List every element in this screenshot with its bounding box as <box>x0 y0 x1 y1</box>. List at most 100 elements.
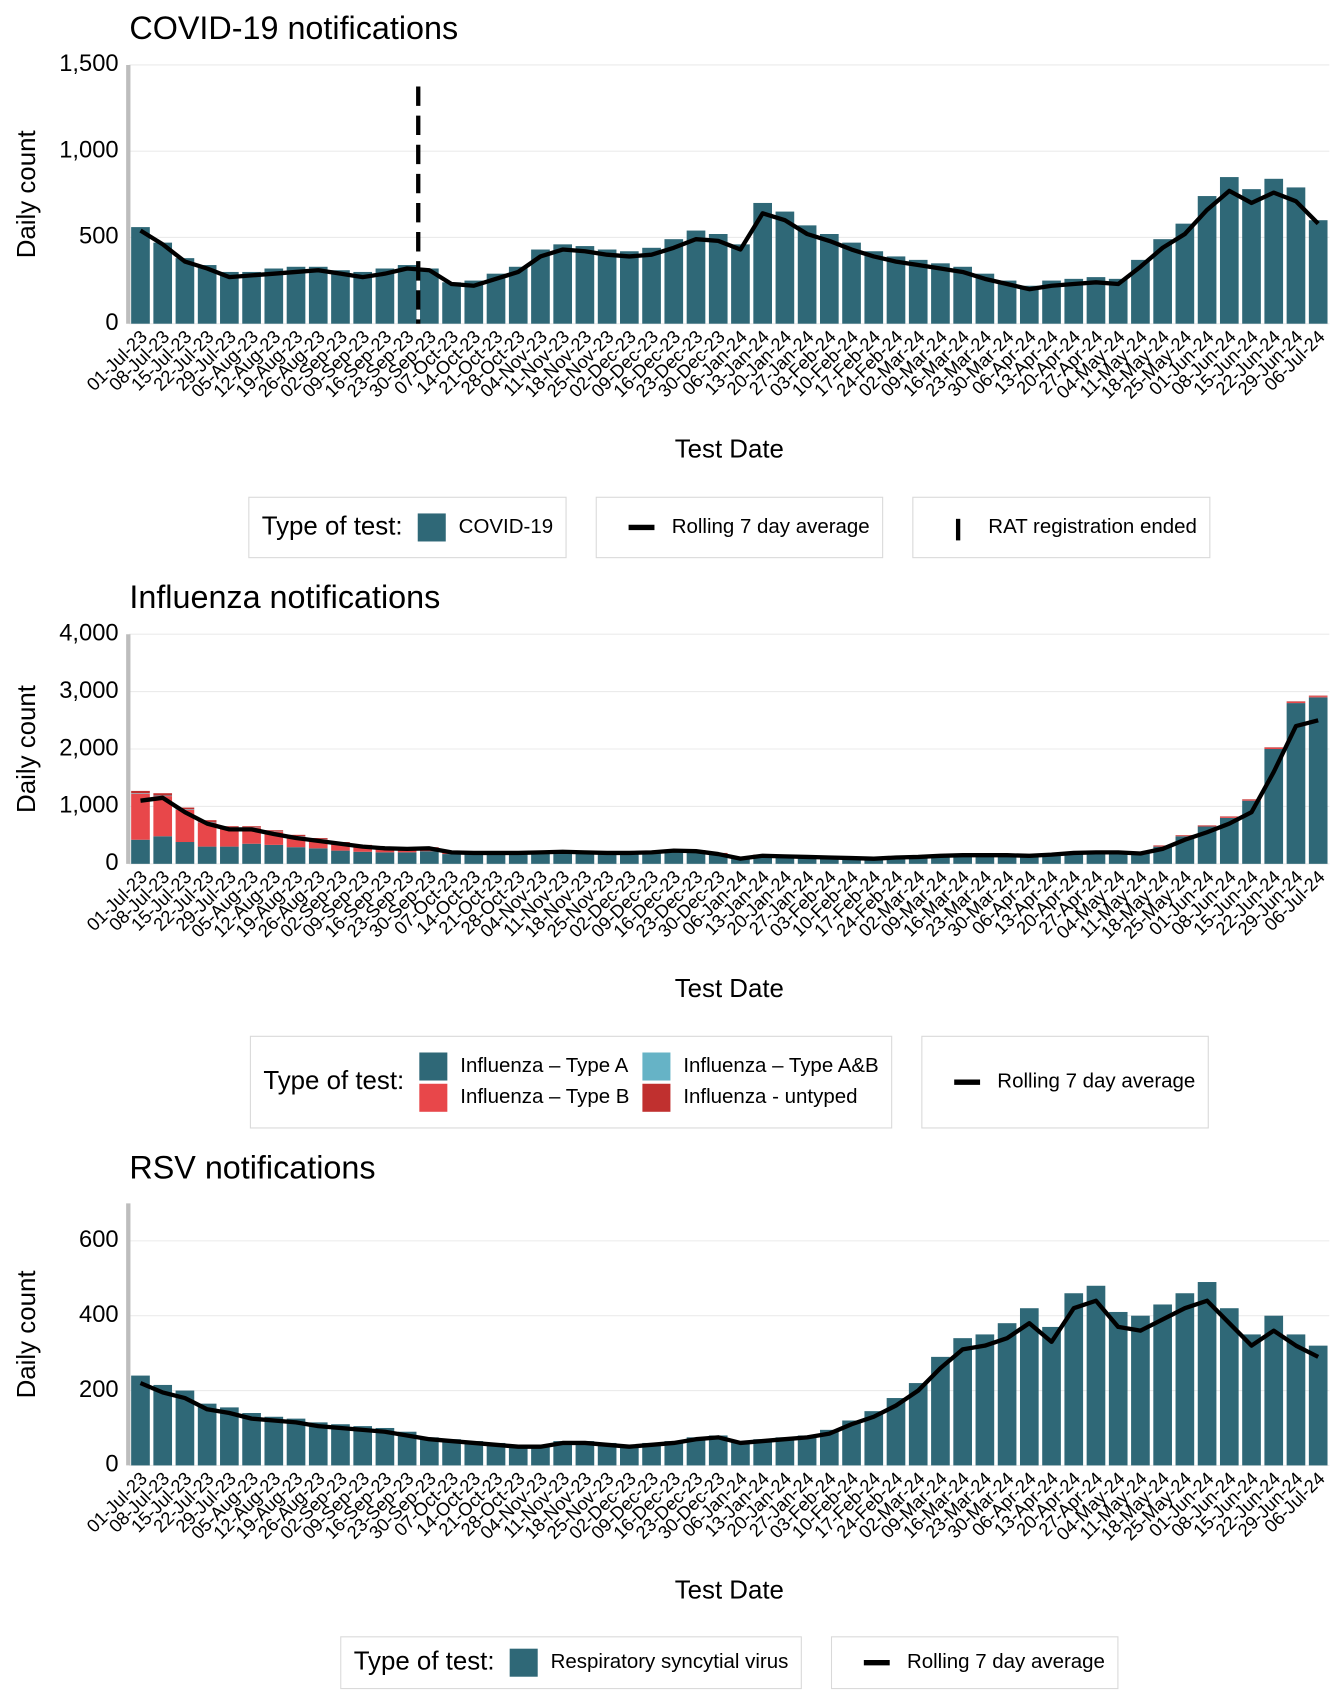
legend-label: COVID-19 <box>459 515 553 538</box>
bar <box>642 1442 661 1466</box>
bar <box>1131 1315 1150 1466</box>
bar <box>842 858 861 864</box>
y-tick-label: 4,000 <box>59 620 118 646</box>
bar <box>642 852 661 864</box>
bar <box>220 827 239 847</box>
y-tick-label: 400 <box>79 1302 119 1328</box>
line <box>139 188 1320 292</box>
bar <box>797 1435 817 1466</box>
bar <box>664 851 684 864</box>
bar <box>442 854 461 864</box>
bar <box>1175 835 1195 836</box>
bar <box>1108 278 1128 324</box>
bar <box>1197 825 1217 827</box>
y-tick-label: 500 <box>79 224 119 250</box>
bar <box>664 239 684 324</box>
legend-swatch <box>642 1052 671 1081</box>
bar <box>1019 855 1039 864</box>
legend-label: Rolling 7 day average <box>907 1650 1105 1673</box>
legend-frame <box>912 496 1211 559</box>
legend: Type of test: Respiratory syncytial virus… <box>340 1636 1119 1690</box>
bar <box>620 853 639 864</box>
bar <box>153 796 173 837</box>
chart-title: Influenza notifications <box>129 579 440 615</box>
bar <box>731 858 750 864</box>
bar <box>175 809 195 810</box>
legend-label: Influenza – Type A <box>460 1054 628 1077</box>
bar <box>264 844 284 864</box>
bar <box>375 1427 395 1466</box>
bar <box>1308 220 1328 324</box>
legend-swatch <box>509 1648 538 1677</box>
bar <box>220 826 239 828</box>
bar <box>1042 280 1061 324</box>
bar <box>819 234 839 324</box>
x-axis-label: Test Date <box>675 975 784 1003</box>
bar <box>620 1444 639 1466</box>
bar <box>1286 1334 1306 1466</box>
chart-title: COVID-19 notifications <box>129 10 458 46</box>
bar <box>353 1426 373 1466</box>
bar <box>1108 1311 1128 1466</box>
legend-box: Rolling 7 day average <box>921 1035 1209 1129</box>
bar <box>953 1338 972 1466</box>
bar <box>286 266 306 324</box>
bar <box>1242 189 1261 324</box>
bar <box>308 848 328 864</box>
bar <box>131 793 150 840</box>
bar <box>864 858 884 864</box>
bar <box>1286 701 1306 704</box>
bar <box>1264 747 1284 750</box>
bar <box>1175 1293 1195 1466</box>
y-axis-label: Daily count <box>13 130 41 258</box>
x-axis-label: Test Date <box>675 436 784 464</box>
bar <box>220 1407 239 1466</box>
bar <box>886 857 906 864</box>
bar <box>908 1383 928 1466</box>
bar <box>131 793 150 794</box>
bar <box>597 1442 617 1466</box>
legend-label: RAT registration ended <box>988 515 1197 538</box>
bar <box>131 790 150 794</box>
bar <box>508 853 528 864</box>
bar <box>1042 854 1061 864</box>
bar <box>420 851 439 864</box>
legend-frame <box>248 496 567 559</box>
bar <box>420 1437 439 1466</box>
bar <box>1153 845 1172 847</box>
bar <box>1264 178 1284 324</box>
legend-title: Type of test: <box>354 1648 495 1676</box>
legend-swatch <box>419 1052 448 1081</box>
bar <box>153 836 173 864</box>
bar <box>775 211 795 324</box>
bar <box>1086 277 1106 324</box>
bar <box>531 249 550 324</box>
bar <box>842 1420 861 1466</box>
bar <box>242 826 261 828</box>
bar <box>642 247 661 324</box>
bar <box>1131 852 1150 864</box>
bar <box>331 1424 350 1466</box>
legend-frame <box>921 1035 1209 1129</box>
legend: Type of test: Influenza – Type A Influenza… <box>249 1035 1209 1129</box>
y-tick-label: 1,500 <box>59 51 118 77</box>
bar <box>1108 852 1128 864</box>
bar <box>1242 799 1261 801</box>
bar <box>753 202 772 324</box>
bar <box>553 1441 573 1466</box>
bar <box>197 822 217 847</box>
bar <box>842 242 861 324</box>
y-tick-label: 0 <box>105 1452 118 1478</box>
bar <box>908 259 928 324</box>
bar <box>975 273 995 324</box>
bar <box>486 273 506 324</box>
bar <box>1175 835 1195 837</box>
bar <box>819 857 839 864</box>
bar <box>264 830 284 832</box>
bar <box>375 852 395 864</box>
bar <box>1064 278 1084 324</box>
legend-label: Respiratory syncytial virus <box>551 1650 789 1673</box>
bar <box>1042 1326 1061 1466</box>
bar <box>708 234 728 324</box>
